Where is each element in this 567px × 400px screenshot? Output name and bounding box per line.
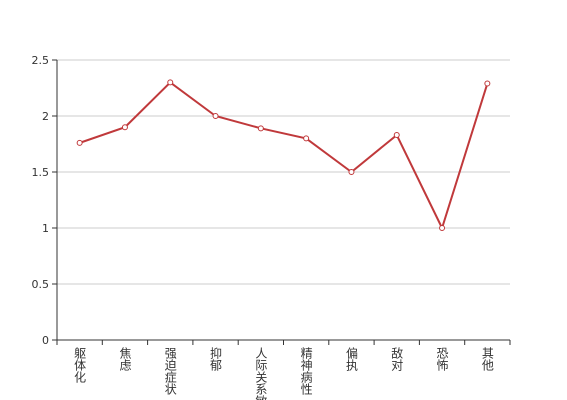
point [303, 135, 310, 142]
y-tick-label: 2.5 [32, 54, 50, 67]
point [212, 113, 219, 119]
x-tick-label: 焦虑 [118, 347, 132, 371]
point [76, 139, 83, 146]
y-tick-label: 1 [42, 222, 49, 235]
x-tick-label: 强迫症状 [163, 347, 177, 395]
y-tick-label: 1.5 [32, 166, 50, 179]
x-tick-label: 精神病性 [299, 347, 313, 396]
point [348, 169, 355, 175]
y-tick-label: 0 [42, 334, 49, 347]
x-tick-label: 恐怖 [435, 347, 449, 371]
point [484, 80, 491, 87]
y-tick-label: 2 [42, 110, 49, 123]
point [167, 79, 174, 86]
x-tick-label: 躯体化 [73, 346, 87, 384]
y-tick-label: 0.5 [32, 278, 50, 291]
x-tick-label: 偏执 [344, 346, 358, 372]
line [79, 81, 489, 231]
point [439, 225, 446, 231]
x-tick-label: 其他 [480, 347, 494, 371]
point [257, 125, 264, 132]
point [393, 132, 400, 139]
point [121, 124, 128, 131]
x-tick-label: 抑郁 [209, 346, 223, 372]
x-tick-label: 人际关系敏感 [254, 347, 268, 400]
x-tick-label: 敌对 [390, 346, 404, 371]
